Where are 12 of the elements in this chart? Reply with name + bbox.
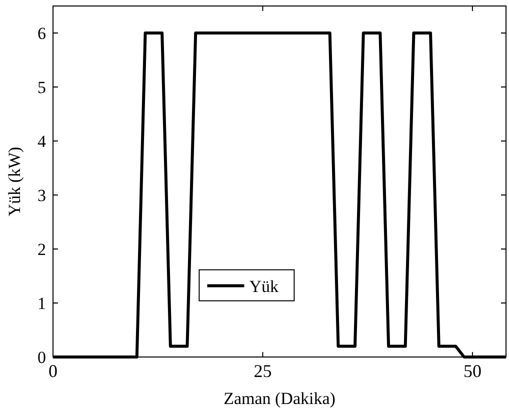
x-tick-label: 25 bbox=[254, 361, 272, 381]
y-tick-label: 2 bbox=[38, 240, 46, 259]
y-tick-label: 1 bbox=[38, 294, 46, 313]
x-axis-title: Zaman (Dakika) bbox=[224, 389, 336, 408]
y-tick-label: 5 bbox=[38, 78, 46, 97]
x-tick-label: 50 bbox=[463, 361, 482, 381]
y-tick-label: 6 bbox=[38, 24, 46, 43]
y-tick-label: 3 bbox=[38, 186, 46, 205]
y-tick-label: 4 bbox=[38, 132, 46, 151]
y-axis-title: Yük (kW) bbox=[5, 146, 24, 216]
legend-label: Yük bbox=[249, 276, 279, 296]
y-tick-label: 0 bbox=[38, 348, 46, 367]
